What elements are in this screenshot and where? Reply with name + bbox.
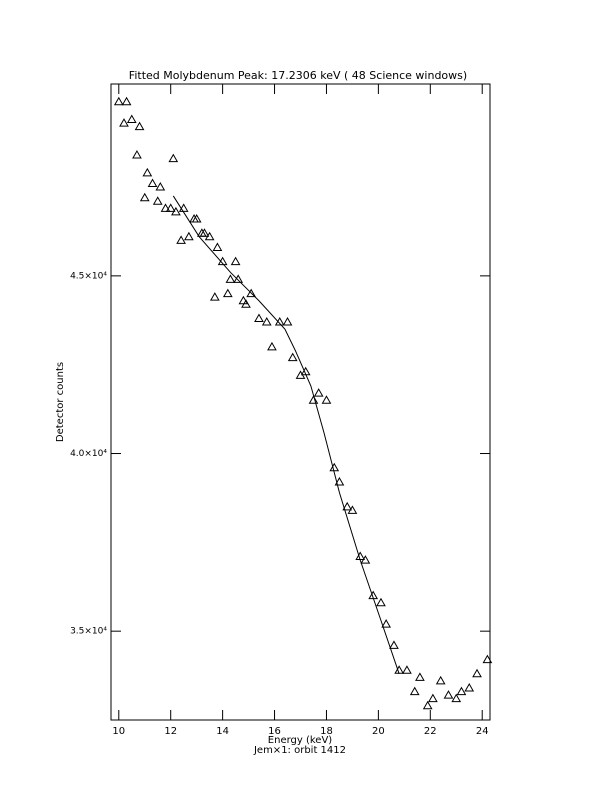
data-point [287, 352, 298, 362]
data-point [376, 597, 386, 607]
chart-title: Fitted Molybdenum Peak: 17.2306 keV ( 48… [129, 69, 467, 82]
data-point [308, 395, 319, 404]
data-point [121, 96, 132, 106]
data-point [155, 182, 166, 191]
x-tick-label: 12 [164, 726, 177, 737]
data-point [199, 228, 210, 237]
data-point [152, 196, 163, 205]
data-point [171, 206, 181, 216]
data-point [435, 675, 446, 685]
x-tick-label: 22 [424, 726, 437, 737]
data-point [222, 288, 233, 298]
x-tick-label: 16 [268, 726, 281, 737]
data-point [233, 274, 244, 283]
data-point [422, 700, 433, 710]
y-axis-label: Detector counts [55, 362, 66, 442]
data-point [168, 153, 179, 163]
x-tick-label: 10 [112, 726, 125, 737]
plot-frame [110, 83, 491, 721]
data-point [241, 299, 251, 308]
data-point [402, 665, 412, 674]
y-tick-label: 4.5×10⁴ [70, 271, 107, 281]
data-point [415, 672, 425, 681]
data-point [212, 242, 223, 251]
x-tick-label: 14 [216, 726, 229, 737]
data-point [360, 555, 371, 564]
data-point [139, 192, 150, 202]
data-point [254, 313, 264, 323]
x-tick-label: 20 [372, 726, 385, 737]
data-point [225, 274, 236, 283]
data-point [334, 476, 345, 486]
x-tick-label: 24 [476, 726, 489, 737]
y-tick-label: 3.5×10⁴ [70, 627, 107, 637]
data-point [464, 683, 475, 692]
data-point [329, 462, 340, 472]
data-point [267, 341, 277, 351]
data-point [126, 114, 137, 124]
data-point [176, 235, 186, 244]
data-point [347, 505, 358, 514]
data-point [119, 118, 129, 127]
subtitle: Jem×1: orbit 1412 [253, 745, 346, 756]
data-point [134, 121, 145, 131]
x-tick-label: 18 [320, 726, 333, 737]
fit-line [172, 195, 400, 674]
data-point [209, 292, 220, 301]
data-point [443, 690, 454, 699]
x-axis-label: Energy (keV) [268, 735, 333, 746]
data-point [230, 256, 241, 266]
data-point [381, 619, 392, 628]
data-point [451, 693, 462, 703]
data-point [160, 203, 171, 212]
data-point [147, 178, 158, 187]
data-point [113, 96, 124, 106]
data-point [394, 665, 405, 674]
data-point [428, 693, 438, 703]
data-point [389, 640, 399, 649]
y-tick-label: 4.0×10⁴ [70, 449, 107, 459]
data-point [321, 395, 332, 404]
data-point [165, 203, 176, 212]
data-point [204, 231, 215, 241]
data-point [313, 388, 324, 397]
data-point [184, 231, 194, 241]
data-point [482, 654, 493, 664]
data-point [261, 317, 272, 326]
data-point [342, 501, 353, 511]
data-point [191, 214, 202, 223]
data-point [456, 686, 467, 696]
data-point [409, 686, 420, 696]
data-point [238, 295, 249, 305]
data-point [142, 167, 153, 177]
data-point [246, 288, 257, 298]
data-point [282, 317, 293, 326]
data-point [472, 668, 482, 678]
data-point [132, 150, 142, 159]
